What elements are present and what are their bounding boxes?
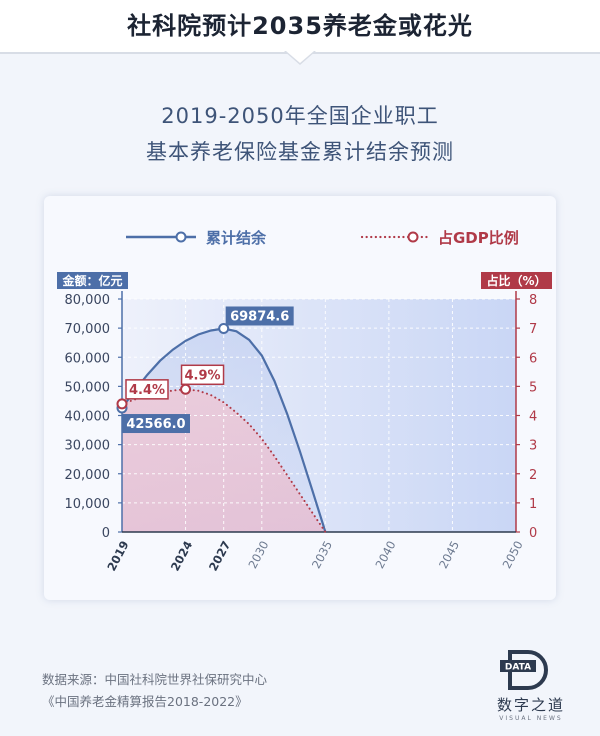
x-tick-label: 2030 (245, 538, 271, 570)
legend-marker-balance (175, 231, 187, 243)
source-line-1: 数据来源：中国社科院世界社保研究中心 (42, 672, 268, 687)
x-tick-label: 2024 (168, 538, 195, 573)
y-right-tick-label: 7 (529, 322, 537, 337)
y-right-tick-label: 3 (529, 439, 537, 454)
legend-label-gdp-ratio: 占GDP比例 (438, 229, 519, 247)
x-tick-label: 2050 (500, 538, 526, 570)
y-right-tick-label: 6 (529, 351, 537, 366)
y-right-tick-label: 2 (529, 468, 537, 483)
x-tick-label: 2040 (372, 538, 398, 570)
source-line-2: 《中国养老金精算报告2018-2022》 (42, 694, 248, 709)
gdp-ratio-data-label: 4.4% (129, 383, 165, 398)
y-right-tick-label: 4 (529, 410, 537, 425)
gdp-ratio-data-label: 4.9% (185, 368, 221, 383)
y-left-tick-label: 10,000 (65, 497, 111, 512)
y-right-tick-label: 1 (529, 497, 537, 512)
y-left-tick-label: 70,000 (65, 322, 111, 337)
y-left-tick-label: 20,000 (65, 468, 111, 483)
y-left-title: 金额：亿元 (61, 273, 122, 288)
chart-subtitle-line1: 2019-2050年全国企业职工 (161, 104, 439, 128)
logo-sub: VISUAL NEWS (499, 715, 563, 722)
y-left-title-box (57, 272, 128, 289)
balance-data-label: 69874.6 (230, 309, 289, 324)
legend-label-balance: 累计结余 (206, 229, 267, 247)
gdp-ratio-point-marker (116, 398, 128, 410)
page-title: 社科院预计2035养老金或花光 (127, 12, 473, 40)
series-line-gdp-ratio (121, 388, 327, 533)
x-tick-label: 2035 (309, 538, 335, 570)
balance-data-label-box (122, 414, 190, 434)
y-right-tick-label: 5 (529, 380, 537, 395)
y-left-tick-label: 80,000 (65, 293, 111, 308)
y-right-title: 占比（%） (486, 273, 546, 288)
balance-data-label-box (225, 306, 294, 326)
y-left-tick-label: 0 (102, 526, 110, 541)
x-tick-label: 2027 (206, 538, 233, 573)
balance-point-marker (218, 322, 230, 334)
chart-subtitle-line2: 基本养老保险基金累计结余预测 (146, 140, 454, 164)
y-left-tick-label: 30,000 (65, 439, 111, 454)
y-left-tick-label: 40,000 (65, 410, 111, 425)
gdp-ratio-point-marker (180, 383, 192, 395)
gdp-ratio-data-label-box (125, 379, 169, 400)
y-right-tick-label: 0 (529, 526, 537, 541)
x-tick-label: 2045 (436, 538, 462, 570)
header-notch-fill (286, 51, 314, 63)
y-left-tick-label: 50,000 (65, 380, 111, 395)
logo-name: 数字之道 (496, 696, 565, 714)
balance-data-label: 42566.0 (126, 417, 185, 432)
y-right-tick-label: 8 (529, 293, 537, 308)
x-tick-label: 2019 (104, 538, 131, 573)
y-right-title-box (481, 272, 552, 289)
legend-marker-gdp-ratio (407, 231, 419, 243)
y-left-tick-label: 60,000 (65, 351, 111, 366)
gdp-ratio-data-label-box (180, 364, 225, 386)
header-bar: 社科院预计2035养老金或花光 (0, 0, 600, 54)
